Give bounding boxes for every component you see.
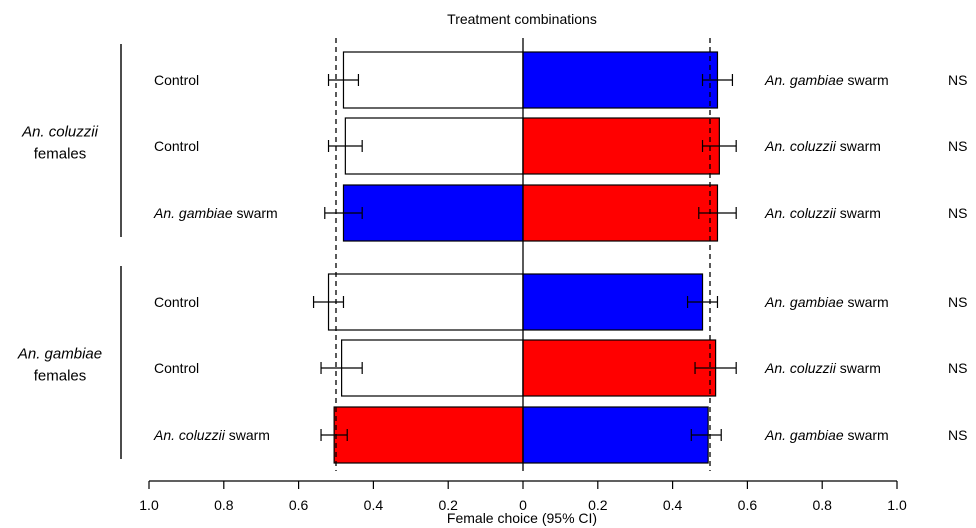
group-1: An. coluzzii females Control An. gambiae sw…	[21, 44, 967, 242]
group-label-females: females	[34, 146, 87, 163]
bar-left	[327, 273, 524, 331]
x-tick-label: 1.0	[887, 497, 907, 513]
significance-label: NS	[948, 138, 967, 154]
significance-label: NS	[948, 205, 967, 221]
row-3: An. gambiae swarm An. coluzzii swarm NS	[153, 184, 967, 242]
x-axis: 1.0 0.8 0.6 0.4 0.2 0 0.2 0.4 0.6 0.8 1.0	[139, 480, 907, 513]
bar-left	[344, 117, 524, 175]
group-label-species: An. coluzzii	[21, 124, 99, 141]
row-2: Control An. coluzzii swarm NS	[154, 339, 967, 397]
bar-right	[522, 406, 709, 464]
group-2: An. gambiae females Control An. gambiae swa…	[17, 266, 967, 464]
left-treatment-label: Control	[154, 138, 199, 154]
row-3: An. coluzzii swarm An. gambiae swarm NS	[153, 406, 967, 464]
error-bar-left	[327, 74, 360, 86]
left-treatment-label: An. coluzzii swarm	[153, 427, 270, 443]
significance-label: NS	[948, 294, 967, 310]
bar-left	[342, 51, 524, 109]
bar-left	[333, 406, 524, 464]
right-treatment-label: An. coluzzii swarm	[764, 138, 881, 154]
x-axis-label: Female choice (95% CI)	[447, 510, 597, 526]
right-treatment-label: An. coluzzii swarm	[764, 205, 881, 221]
left-treatment-label: Control	[154, 294, 199, 310]
x-tick-label: 0.4	[364, 497, 384, 513]
x-tick-label: 0.2	[588, 497, 608, 513]
group-label-females: females	[34, 368, 87, 385]
bar-right	[522, 51, 719, 109]
row-2: Control An. coluzzii swarm NS	[154, 117, 967, 175]
group-label-species: An. gambiae	[17, 346, 102, 363]
row-1: Control An. gambiae swarm NS	[154, 51, 967, 109]
error-bar-right	[686, 296, 719, 308]
error-bar-left	[324, 207, 363, 219]
error-bar-right	[701, 74, 734, 86]
x-tick-label: 1.0	[139, 497, 159, 513]
plot-area: An. coluzzii females Control An. gambiae sw…	[17, 38, 967, 471]
error-bar-left	[320, 362, 363, 374]
bar-right	[522, 117, 720, 175]
x-tick-label: 0.8	[214, 497, 234, 513]
error-bar-right	[698, 207, 737, 219]
error-bar-right	[701, 140, 737, 152]
bar-left	[342, 184, 524, 242]
chart-title: Treatment combinations	[447, 11, 597, 27]
significance-label: NS	[948, 360, 967, 376]
x-tick-label: 0.6	[289, 497, 309, 513]
bar-left	[341, 339, 524, 397]
error-bar-left	[320, 429, 348, 441]
x-tick-label: 0.2	[438, 497, 458, 513]
error-bar-right	[694, 362, 737, 374]
bar-right	[522, 184, 719, 242]
left-treatment-label: An. gambiae swarm	[153, 205, 278, 221]
right-treatment-label: An. gambiae swarm	[764, 72, 889, 88]
row-1: Control An. gambiae swarm NS	[154, 273, 967, 331]
x-tick-label: 0.8	[812, 497, 832, 513]
error-bar-left	[312, 296, 345, 308]
x-tick-label: 0.6	[738, 497, 758, 513]
significance-label: NS	[948, 72, 967, 88]
right-treatment-label: An. coluzzii swarm	[764, 360, 881, 376]
bar-right	[522, 273, 704, 331]
significance-label: NS	[948, 427, 967, 443]
bar-right	[522, 339, 717, 397]
error-bar-left	[327, 140, 363, 152]
x-tick-label: 0	[519, 497, 527, 513]
error-bar-right	[690, 429, 722, 441]
left-treatment-label: Control	[154, 360, 199, 376]
right-treatment-label: An. gambiae swarm	[764, 427, 889, 443]
right-treatment-label: An. gambiae swarm	[764, 294, 889, 310]
x-tick-label: 0.4	[663, 497, 683, 513]
left-treatment-label: Control	[154, 72, 199, 88]
